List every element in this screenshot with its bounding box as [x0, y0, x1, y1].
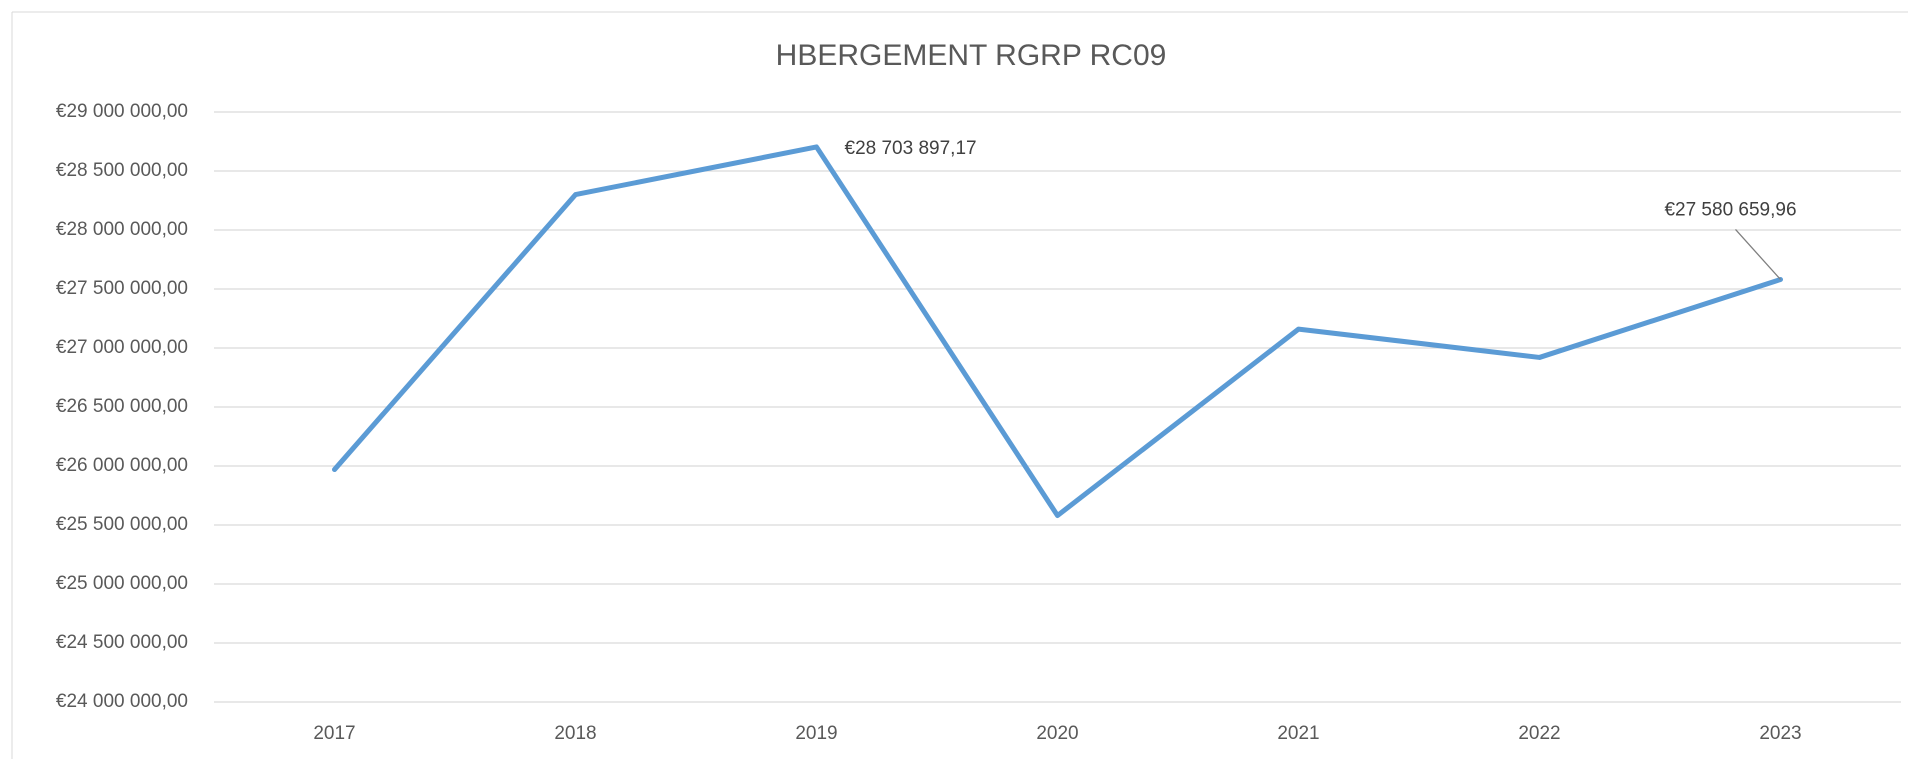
x-tick-label: 2023: [1759, 723, 1801, 744]
chart-title: HBERGEMENT RGRP RC09: [776, 39, 1167, 72]
line-series: [332, 144, 1783, 519]
y-tick-label: €27 500 000,00: [56, 278, 188, 299]
x-tick-label: 2020: [1036, 723, 1078, 744]
data-label: €28 703 897,17: [845, 138, 977, 159]
data-label: €27 580 659,96: [1664, 199, 1796, 220]
y-tick-label: €25 000 000,00: [56, 573, 188, 594]
y-tick-label: €24 500 000,00: [56, 632, 188, 653]
y-tick-label: €24 000 000,00: [56, 691, 188, 712]
y-tick-label: €29 000 000,00: [56, 101, 188, 122]
leader-line: [1735, 229, 1781, 280]
x-tick-label: 2019: [795, 723, 837, 744]
x-tick-label: 2017: [313, 723, 355, 744]
y-tick-label: €26 000 000,00: [56, 455, 188, 476]
x-tick-label: 2021: [1277, 723, 1319, 744]
x-tick-label: 2022: [1518, 723, 1560, 744]
y-tick-label: €28 000 000,00: [56, 219, 188, 240]
x-tick-label: 2018: [554, 723, 596, 744]
y-tick-label: €27 000 000,00: [56, 337, 188, 358]
y-tick-label: €26 500 000,00: [56, 396, 188, 417]
y-tick-label: €28 500 000,00: [56, 160, 188, 181]
y-tick-label: €25 500 000,00: [56, 514, 188, 535]
